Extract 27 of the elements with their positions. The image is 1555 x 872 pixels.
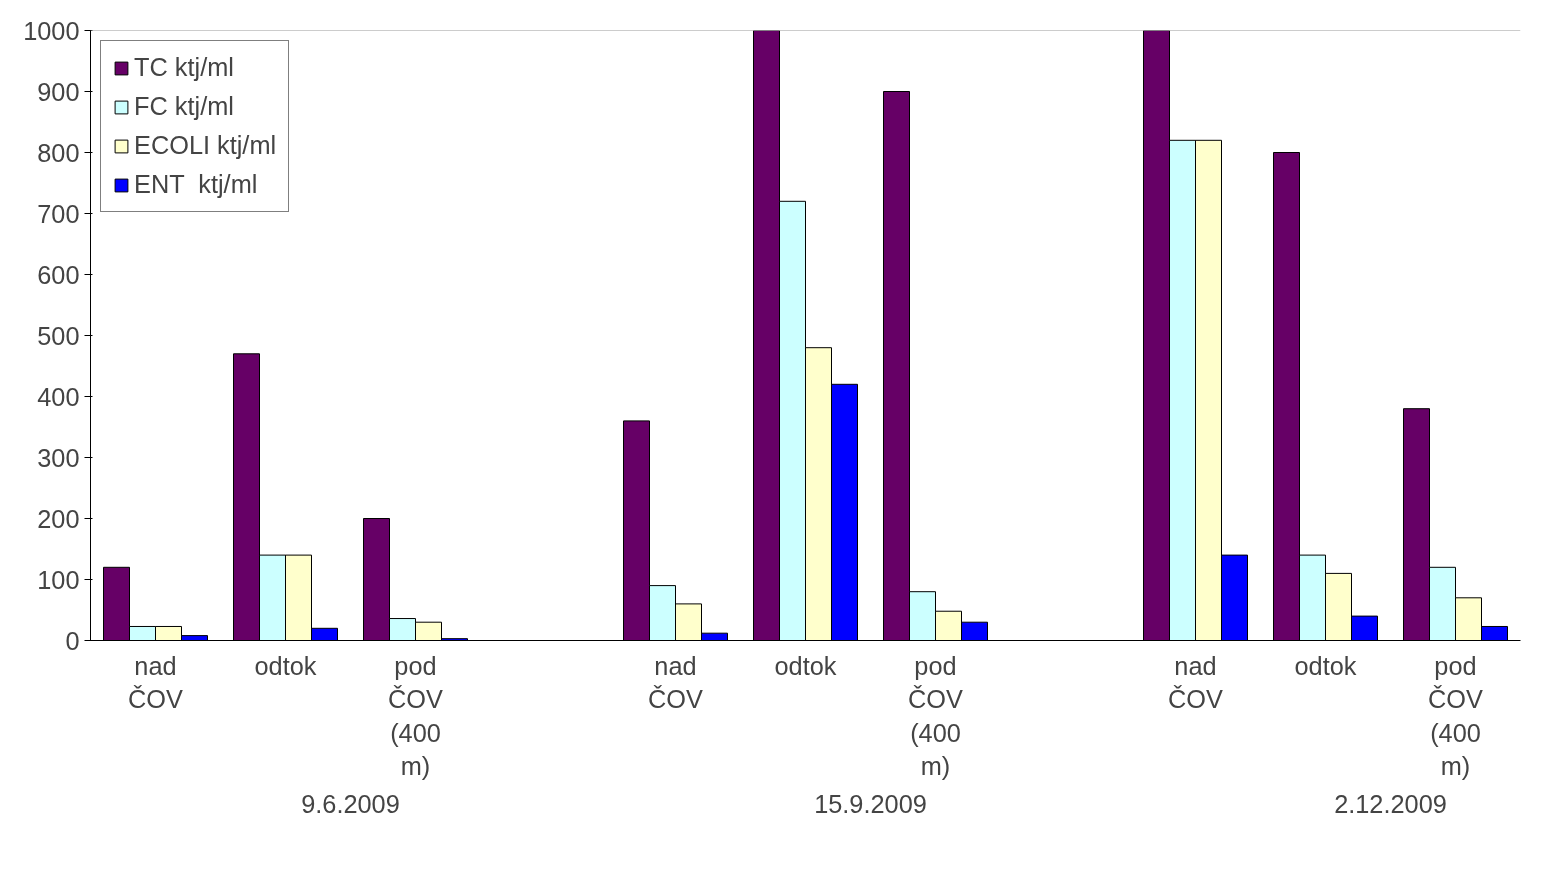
y-tick-label: 800 — [37, 138, 80, 167]
y-tick-label: 900 — [37, 77, 80, 106]
y-tick-label: 0 — [65, 626, 80, 655]
x-tick-label: nad ČOV — [648, 651, 704, 714]
text: 9.6.2009 — [301, 789, 400, 818]
y-tick-label: 600 — [37, 260, 80, 289]
x-tick-label: nad ČOV — [1168, 651, 1224, 714]
legend-label: FC ktj/ml — [134, 92, 234, 121]
x-tick-label: odtok — [254, 651, 317, 680]
x-tick-label: pod ČOV (400 m) — [908, 651, 964, 781]
text: 2.12.2009 — [1334, 789, 1447, 818]
y-tick-label: 100 — [37, 565, 80, 594]
legend-label: ENT ktj/ml — [134, 170, 258, 199]
y-tick-label: 200 — [37, 504, 80, 533]
x-tick-label: nad ČOV — [128, 651, 184, 714]
y-tick-label: 700 — [37, 199, 80, 228]
x-tick-label: pod ČOV (400 m) — [1428, 651, 1484, 781]
legend-label: ECOLI ktj/ml — [134, 131, 277, 160]
y-tick-label: 1000 — [23, 16, 80, 45]
y-tick-label: 400 — [37, 382, 80, 411]
x-tick-label: odtok — [1294, 651, 1357, 680]
y-tick-label: 300 — [37, 443, 80, 472]
x-tick-label: pod ČOV (400 m) — [388, 651, 444, 781]
text: 15.9.2009 — [814, 789, 927, 818]
legend-label: TC ktj/ml — [134, 53, 234, 82]
x-tick-label: odtok — [774, 651, 837, 680]
y-tick-label: 500 — [37, 321, 80, 350]
